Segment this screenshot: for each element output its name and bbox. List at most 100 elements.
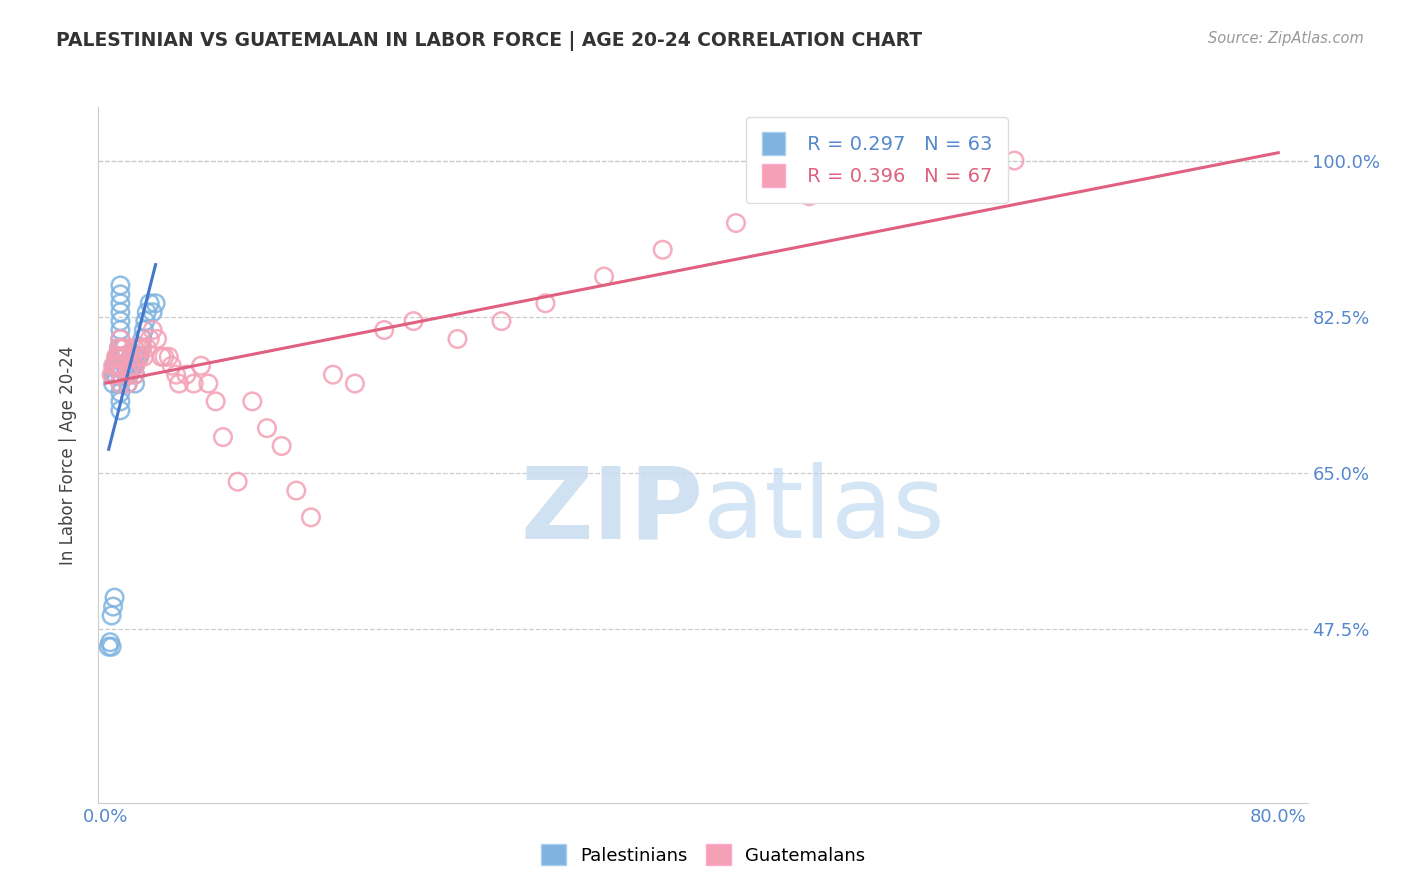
Point	[651, 243, 673, 257]
Point	[322, 368, 344, 382]
Point	[110, 341, 132, 355]
Point	[107, 350, 129, 364]
Point	[117, 376, 139, 391]
Point	[176, 368, 198, 382]
Point	[101, 368, 124, 382]
Point	[799, 189, 821, 203]
Point	[125, 350, 148, 364]
Point	[270, 439, 292, 453]
Point	[117, 368, 139, 382]
Point	[145, 296, 167, 310]
Point	[122, 350, 145, 364]
Point	[105, 350, 128, 364]
Point	[110, 359, 132, 373]
Point	[142, 323, 165, 337]
Text: atlas: atlas	[703, 462, 945, 559]
Point	[226, 475, 249, 489]
Point	[197, 376, 219, 391]
Point	[110, 296, 132, 310]
Point	[122, 359, 145, 373]
Point	[107, 359, 129, 373]
Point	[118, 368, 141, 382]
Point	[128, 350, 150, 364]
Point	[108, 350, 131, 364]
Point	[132, 323, 155, 337]
Point	[131, 332, 153, 346]
Point	[110, 332, 132, 346]
Point	[100, 608, 122, 623]
Point	[110, 305, 132, 319]
Point	[593, 269, 616, 284]
Point	[120, 359, 142, 373]
Point	[112, 350, 135, 364]
Point	[110, 332, 132, 346]
Point	[110, 394, 132, 409]
Point	[120, 359, 142, 373]
Point	[212, 430, 235, 444]
Point	[110, 385, 132, 400]
Point	[120, 350, 142, 364]
Point	[105, 359, 128, 373]
Point	[110, 278, 132, 293]
Point	[127, 350, 149, 364]
Point	[101, 599, 124, 614]
Point	[150, 350, 173, 364]
Point	[105, 368, 128, 382]
Point	[256, 421, 278, 435]
Point	[103, 591, 125, 605]
Point	[110, 359, 132, 373]
Point	[98, 635, 121, 649]
Point	[117, 368, 139, 382]
Point	[491, 314, 513, 328]
Point	[121, 350, 143, 364]
Point	[1004, 153, 1026, 168]
Point	[117, 359, 139, 373]
Point	[204, 394, 226, 409]
Point	[124, 376, 146, 391]
Legend:  R = 0.297   N = 63,  R = 0.396   N = 67: R = 0.297 N = 63, R = 0.396 N = 67	[747, 117, 1008, 202]
Point	[134, 314, 156, 328]
Point	[108, 341, 131, 355]
Point	[167, 376, 190, 391]
Point	[901, 171, 924, 186]
Point	[402, 314, 425, 328]
Point	[114, 359, 136, 373]
Point	[190, 359, 212, 373]
Point	[103, 368, 125, 382]
Point	[110, 350, 132, 364]
Legend: Palestinians, Guatemalans: Palestinians, Guatemalans	[533, 837, 873, 872]
Point	[110, 368, 132, 382]
Point	[131, 341, 153, 355]
Point	[110, 314, 132, 328]
Point	[118, 359, 141, 373]
Point	[138, 296, 160, 310]
Point	[114, 350, 136, 364]
Point	[117, 376, 139, 391]
Point	[157, 350, 180, 364]
Point	[299, 510, 322, 524]
Point	[534, 296, 557, 310]
Point	[124, 350, 146, 364]
Point	[135, 305, 157, 319]
Point	[110, 287, 132, 301]
Point	[285, 483, 308, 498]
Point	[110, 376, 132, 391]
Point	[128, 350, 150, 364]
Point	[110, 376, 132, 391]
Point	[108, 350, 131, 364]
Point	[446, 332, 468, 346]
Point	[129, 341, 152, 355]
Point	[240, 394, 263, 409]
Point	[124, 368, 146, 382]
Point	[112, 350, 135, 364]
Point	[125, 350, 148, 364]
Point	[101, 359, 124, 373]
Point	[103, 368, 125, 382]
Text: Source: ZipAtlas.com: Source: ZipAtlas.com	[1208, 31, 1364, 46]
Point	[373, 323, 395, 337]
Point	[135, 341, 157, 355]
Point	[160, 359, 183, 373]
Point	[121, 350, 143, 364]
Point	[101, 376, 124, 391]
Point	[107, 359, 129, 373]
